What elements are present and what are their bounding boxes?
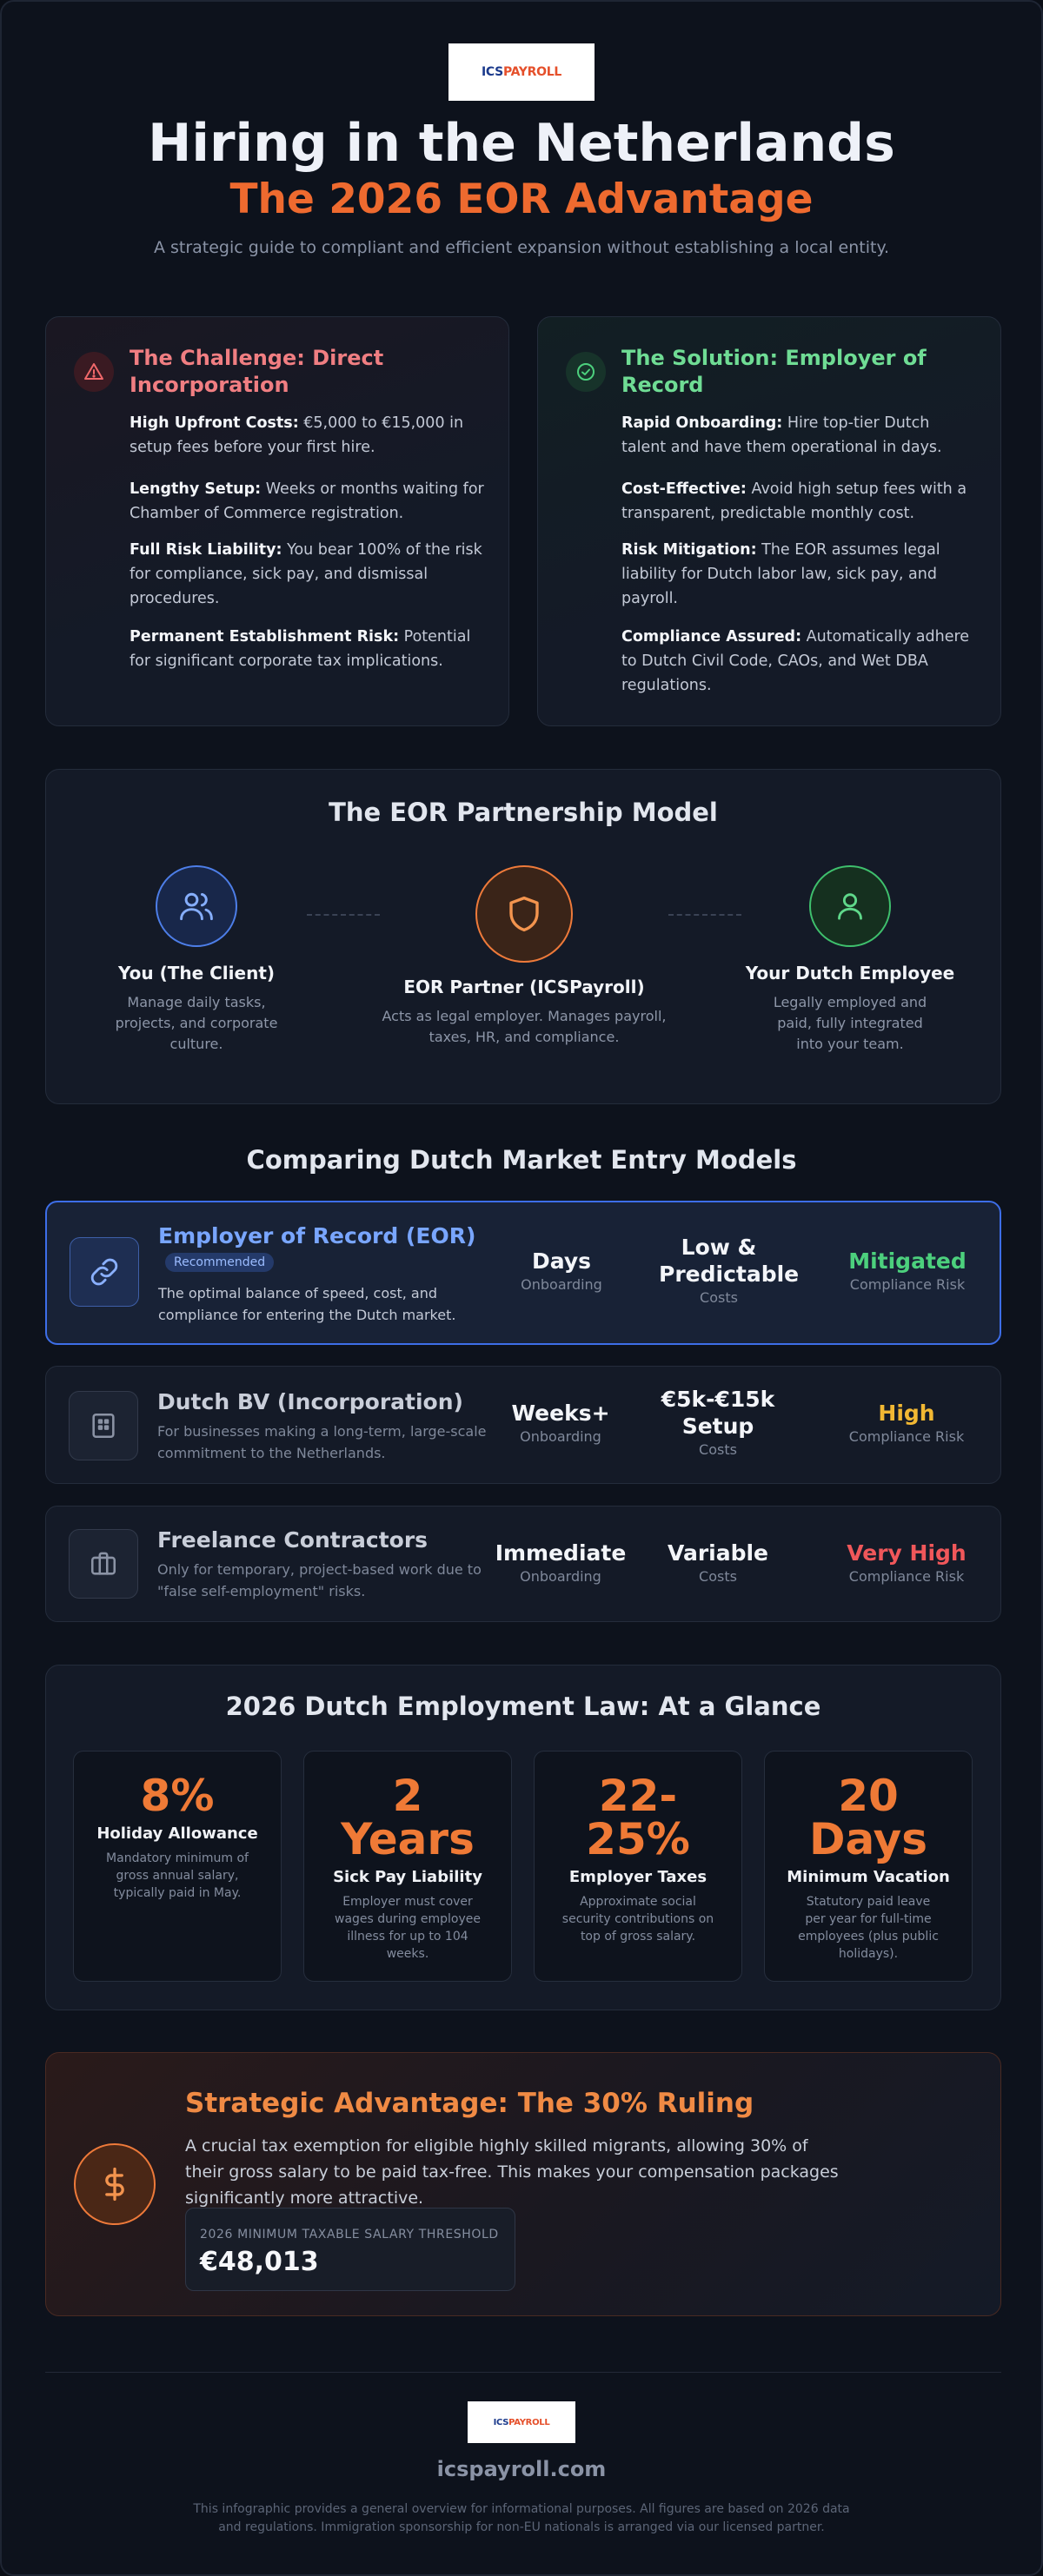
row-desc: The optimal balance of speed, cost, and … — [158, 1285, 456, 1323]
row-title: Employer of Record (EOR) — [158, 1223, 476, 1248]
recommended-badge: Recommended — [165, 1253, 275, 1272]
challenge-point: Lengthy Setup: Weeks or months waiting f… — [130, 480, 484, 522]
comparison-row-freelance: Freelance Contractors Only for temporary… — [45, 1506, 1001, 1622]
check-circle-icon — [566, 352, 606, 392]
row-desc: Only for temporary, project-based work d… — [157, 1561, 482, 1599]
comparison-row-eor: Employer of Record (EOR) Recommended The… — [45, 1201, 1001, 1345]
company-logo: ICSPAYROLL — [448, 43, 595, 101]
shield-icon — [475, 865, 573, 963]
warning-icon — [74, 352, 114, 392]
client-label: You (The Client) — [117, 963, 276, 983]
challenge-card: The Challenge: Direct Incorporation High… — [45, 316, 509, 726]
briefcase-icon — [69, 1529, 138, 1599]
stat-value: 20 Days — [808, 1771, 928, 1864]
onboarding-metric: Days Onboarding — [521, 1248, 602, 1293]
stat-value: 22-25% — [586, 1771, 690, 1864]
costs-metric: Low & Predictable Costs — [659, 1235, 800, 1306]
stat-desc: Statutory paid leave per year for full-t… — [798, 1895, 939, 1961]
ruling-text: A crucial tax exemption for eligible hig… — [185, 2136, 839, 2208]
employee-label: Your Dutch Employee — [745, 963, 955, 983]
footer-logo: ICSPAYROLL — [468, 2401, 575, 2443]
page-tagline: A strategic guide to compliant and effic… — [153, 238, 890, 257]
challenge-point: Permanent Establishment Risk: Potential … — [130, 628, 471, 670]
stat-holiday-allowance: 8% Holiday Allowance Mandatory minimum o… — [73, 1751, 282, 1982]
stat-name: Minimum Vacation — [787, 1868, 950, 1886]
connector-line — [668, 914, 741, 916]
eor-partner-label: EOR Partner (ICSPayroll) — [403, 977, 645, 997]
footer-url[interactable]: icspayroll.com — [436, 2457, 607, 2481]
risk-metric: Very High Compliance Risk — [847, 1540, 967, 1585]
eor-partner-desc: Acts as legal employer. Manages payroll,… — [382, 1008, 667, 1045]
link-icon — [70, 1237, 139, 1307]
page-title: Hiring in the Netherlands — [148, 113, 895, 174]
stat-desc: Mandatory minimum of gross annual salary… — [106, 1851, 249, 1900]
threshold-box: 2026 MINIMUM TAXABLE SALARY THRESHOLD €4… — [185, 2208, 515, 2291]
ruling-heading: Strategic Advantage: The 30% Ruling — [185, 2088, 754, 2119]
risk-metric: Mitigated Compliance Risk — [848, 1248, 967, 1293]
dollar-icon — [74, 2143, 156, 2225]
stat-name: Holiday Allowance — [96, 1824, 258, 1843]
costs-metric: €5k-€15k Setup Costs — [661, 1387, 775, 1458]
solution-point: Risk Mitigation: The EOR assumes legal l… — [621, 541, 940, 607]
law-heading: 2026 Dutch Employment Law: At a Glance — [225, 1692, 821, 1721]
stat-value: 2 Years — [341, 1771, 475, 1864]
onboarding-metric: Weeks+ Onboarding — [511, 1401, 610, 1445]
challenge-point: Full Risk Liability: You bear 100% of th… — [130, 541, 482, 607]
stat-name: Sick Pay Liability — [333, 1868, 482, 1886]
row-title: Freelance Contractors — [157, 1527, 428, 1553]
partnership-card: The EOR Partnership Model You (The Clien… — [45, 769, 1001, 1104]
solution-point: Cost-Effective: Avoid high setup fees wi… — [621, 480, 967, 522]
solution-point: Rapid Onboarding: Hire top-tier Dutch ta… — [621, 414, 942, 456]
solution-point: Compliance Assured: Automatically adhere… — [621, 628, 970, 694]
stat-desc: Employer must cover wages during employe… — [335, 1895, 481, 1961]
footer-divider — [45, 2372, 1001, 2373]
challenge-heading: The Challenge: Direct Incorporation — [130, 346, 384, 397]
challenge-point: High Upfront Costs: €5,000 to €15,000 in… — [130, 414, 464, 456]
ruling-card: Strategic Advantage: The 30% Ruling A cr… — [45, 2052, 1001, 2316]
solution-heading: The Solution: Employer of Record — [621, 346, 927, 397]
user-icon — [809, 865, 891, 947]
stat-minimum-vacation: 20 Days Minimum Vacation Statutory paid … — [764, 1751, 973, 1982]
stat-value: 8% — [140, 1771, 215, 1821]
employee-desc: Legally employed and paid, fully integra… — [773, 994, 927, 1052]
stat-sick-pay: 2 Years Sick Pay Liability Employer must… — [303, 1751, 512, 1982]
client-desc: Manage daily tasks, projects, and corpor… — [115, 994, 278, 1052]
threshold-value: €48,013 — [200, 2247, 319, 2277]
onboarding-metric: Immediate Onboarding — [495, 1540, 627, 1585]
page-subtitle: The 2026 EOR Advantage — [229, 175, 814, 223]
costs-metric: Variable Costs — [667, 1540, 769, 1585]
stat-name: Employer Taxes — [568, 1868, 708, 1886]
row-title: Dutch BV (Incorporation) — [157, 1389, 463, 1414]
footer-disclaimer: This infographic provides a general over… — [193, 2502, 850, 2534]
threshold-caption: 2026 MINIMUM TAXABLE SALARY THRESHOLD — [200, 2228, 499, 2242]
row-desc: For businesses making a long-term, large… — [157, 1423, 487, 1461]
comparison-row-bv: Dutch BV (Incorporation) For businesses … — [45, 1366, 1001, 1484]
stat-desc: Approximate social security contribution… — [561, 1895, 714, 1944]
risk-metric: High Compliance Risk — [848, 1401, 965, 1445]
users-icon — [156, 865, 237, 947]
building-icon — [69, 1391, 138, 1460]
stat-employer-taxes: 22-25% Employer Taxes Approximate social… — [534, 1751, 742, 1982]
partnership-heading: The EOR Partnership Model — [329, 798, 718, 827]
solution-card: The Solution: Employer of Record Rapid O… — [537, 316, 1001, 726]
comparison-heading: Comparing Dutch Market Entry Models — [246, 1145, 797, 1175]
connector-line — [307, 914, 380, 916]
